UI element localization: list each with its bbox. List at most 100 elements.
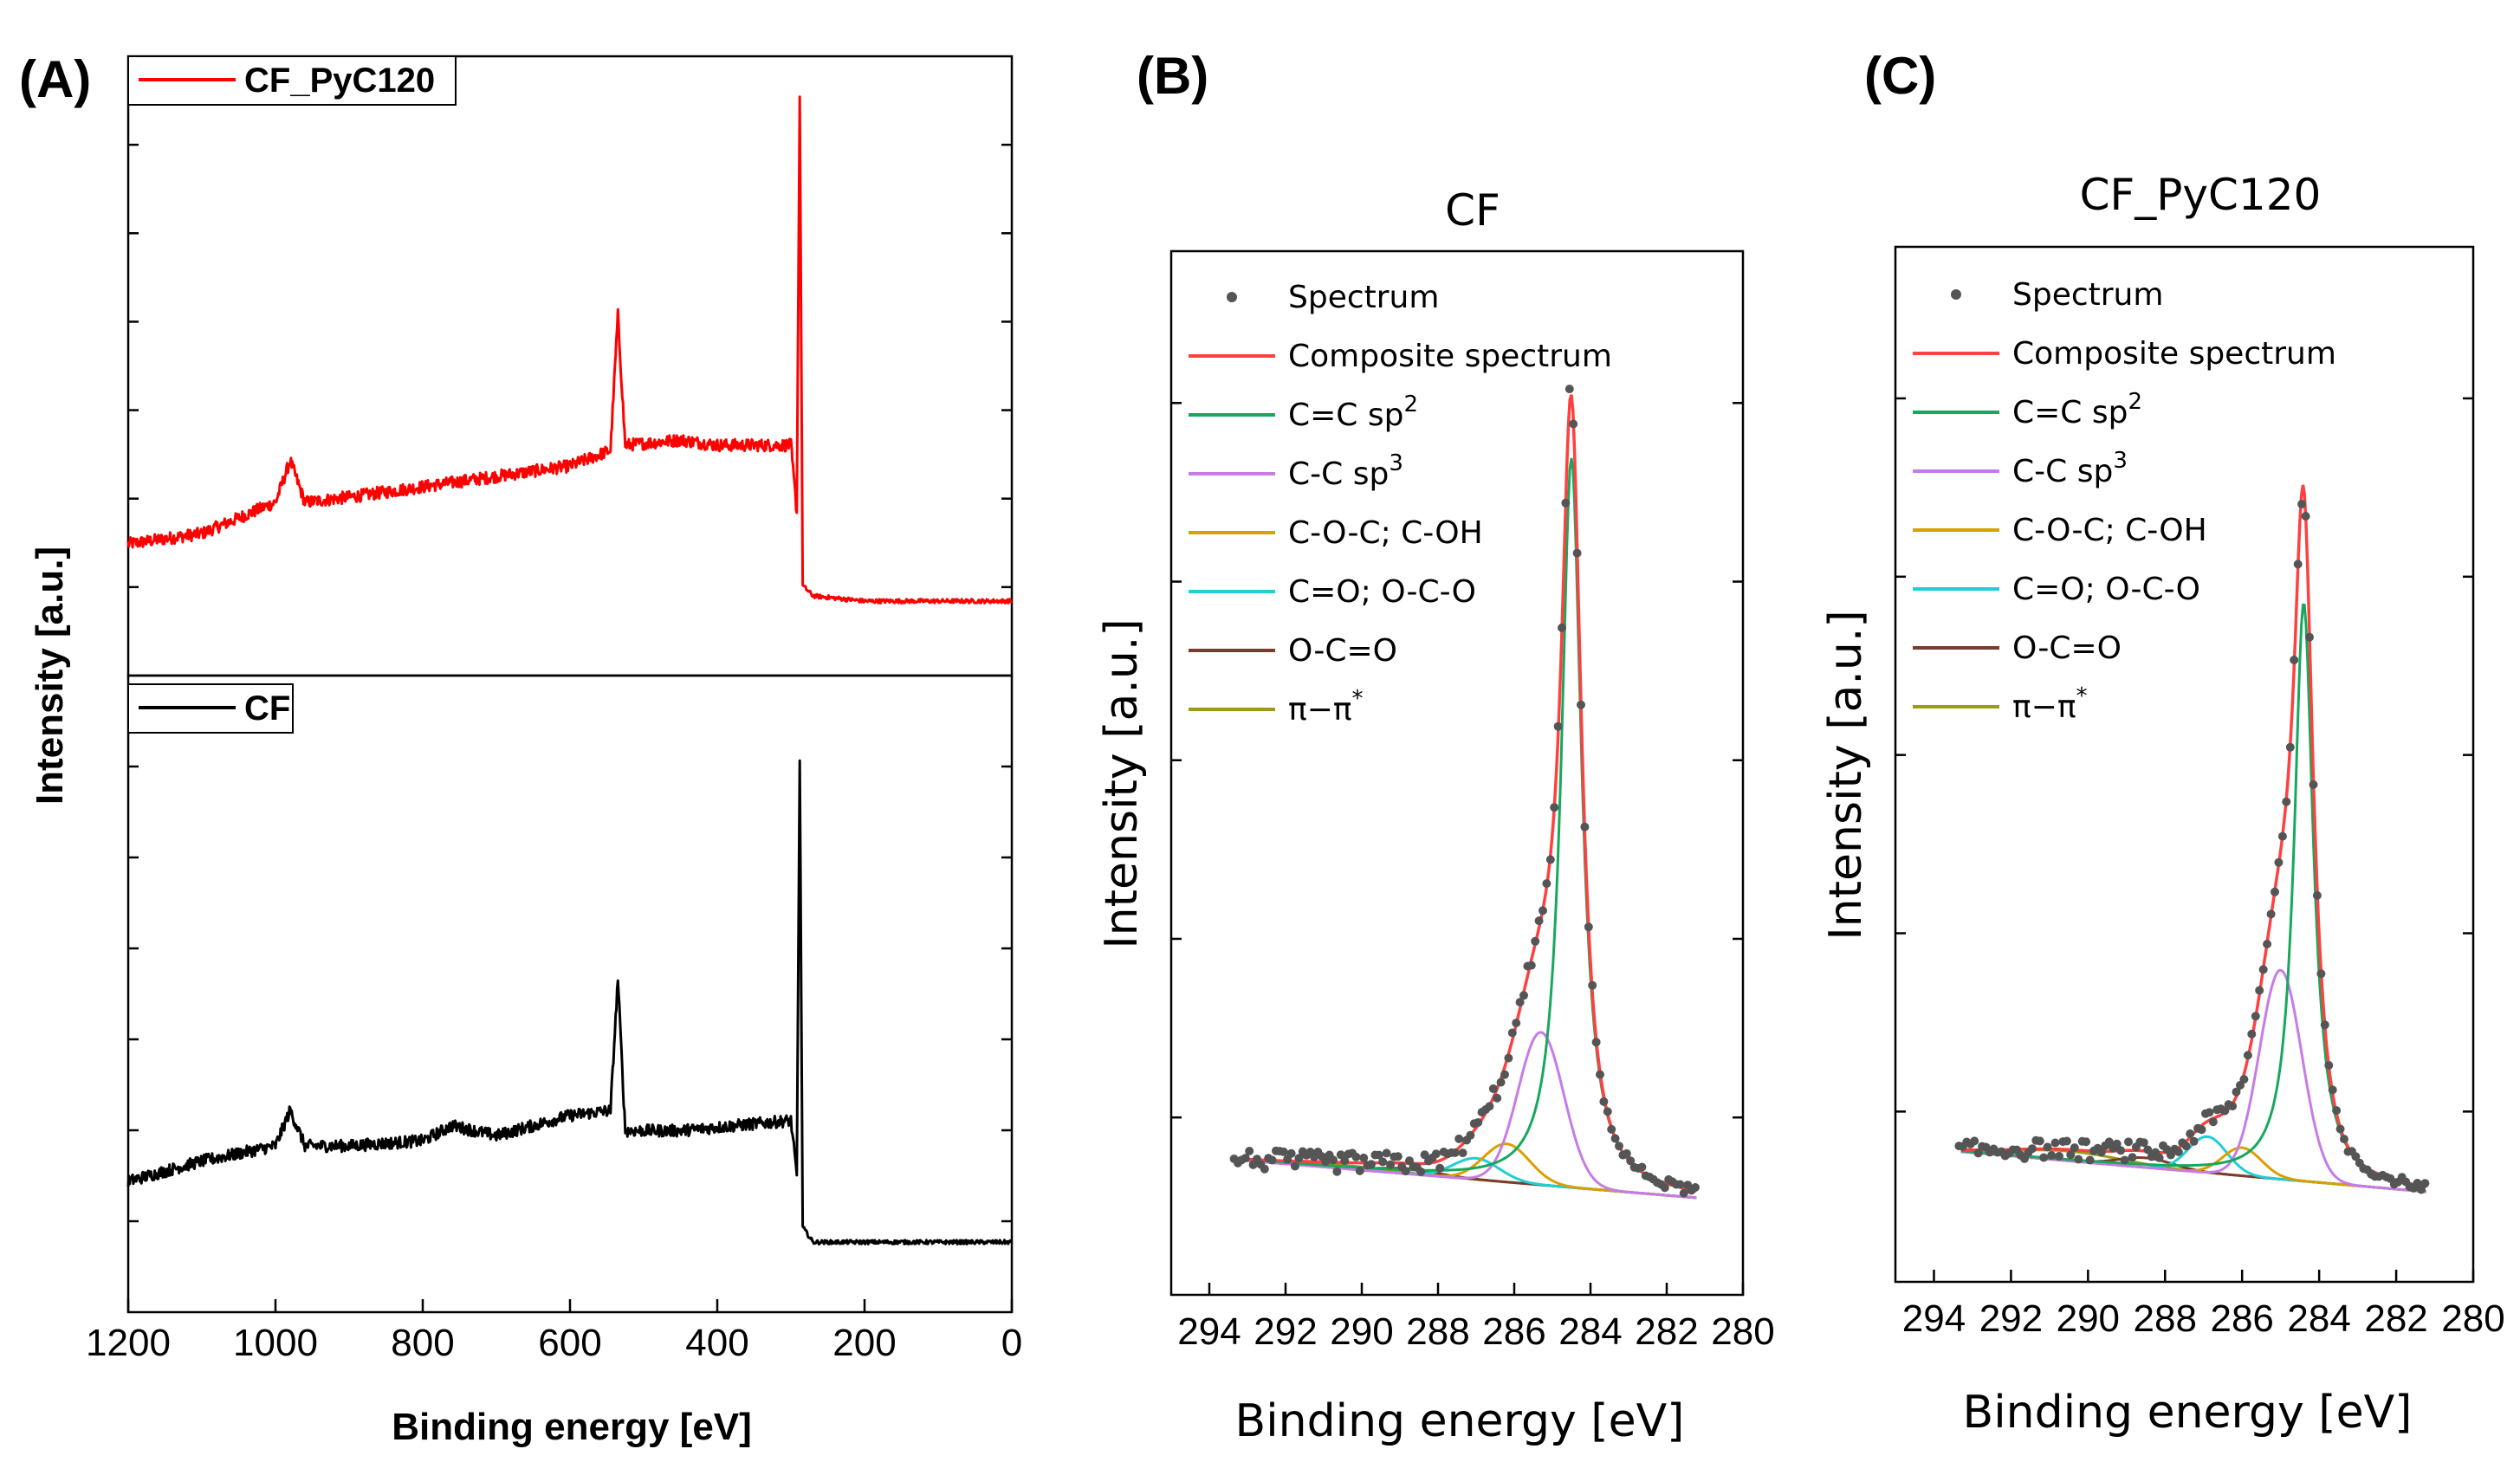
panel-b-spectrum-point-69: [1493, 1093, 1502, 1103]
panel-b-legend-label-7: π−π*: [1288, 686, 1364, 728]
panel-b-spectrum-point-13: [1279, 1147, 1288, 1156]
panel-a-x-tick-label-5: 200: [832, 1322, 896, 1364]
panel-label-a: (A): [19, 50, 91, 108]
panel-b-x-tick-label-5: 284: [1558, 1310, 1622, 1353]
panel-b-spectrum-point-3: [1241, 1154, 1250, 1163]
panel-b-spectrum-point-83: [1545, 855, 1555, 864]
panel-c-spectrum-point-94: [2316, 969, 2326, 979]
panel-b-spectrum-point-78: [1526, 961, 1536, 970]
panel-b-spectrum-point-99: [1607, 1124, 1616, 1134]
panel-b-legend-label-4: C-O-C; C-OH: [1288, 515, 1483, 551]
panel-a-x-tick-label-3: 600: [538, 1322, 601, 1364]
panel-c-spectrum-point-99: [2335, 1124, 2345, 1134]
panel-c-spectrum-point-100: [2340, 1135, 2348, 1144]
panel-b-spectrum-point-64: [1474, 1118, 1483, 1127]
panel-c-spectrum-point-33: [2082, 1137, 2091, 1147]
panel-c-spectrum-point-121: [2420, 1179, 2430, 1188]
panel-c-legend-item-composite-spectrum: Composite spectrum: [1913, 336, 2336, 372]
panel-b-x-tick-label-3: 288: [1406, 1310, 1469, 1353]
panel-b-spectrum-point-88: [1564, 385, 1574, 394]
panel-b-spectrum-point-16: [1291, 1161, 1299, 1171]
panel-b-spectrum-point-70: [1496, 1077, 1506, 1087]
panel-c-spectrum-point-74: [2239, 1075, 2249, 1084]
panel-b-composite-spectrum: [1235, 394, 1697, 1193]
panel-c-spectrum-point-83: [2274, 857, 2284, 867]
panel-b-legend: Spectrum Composite spectrum C=C sp2 C-C sp3…: [1189, 280, 1612, 728]
panel-c-spectrum-point-103: [2351, 1152, 2361, 1161]
panel-b-spectrum-point-59: [1454, 1134, 1464, 1143]
panel-b-spectrum-point-118: [1679, 1188, 1688, 1198]
panel-b-spectrum-point-73: [1507, 1028, 1517, 1038]
panel-c-spectrum-point-24: [2047, 1151, 2057, 1160]
panel-b-spectrum-point-95: [1591, 1038, 1601, 1047]
panel-c-spectrum-point-96: [2324, 1061, 2334, 1070]
panel-c-x-tick-label-3: 288: [2134, 1297, 2197, 1340]
panel-b-spectrum-point-45: [1401, 1167, 1410, 1176]
panel-c-spectrum-point-19: [2027, 1144, 2037, 1154]
panel-c-spectrum-point-21: [2035, 1136, 2044, 1146]
panel-c-legend-item-c-c-sp2: C=C sp2: [1913, 389, 2142, 430]
panel-a-x-tick-label-1: 1000: [233, 1322, 318, 1364]
panel-c-spectrum-point-23: [2043, 1142, 2052, 1152]
panel-b-spectrum-point-8: [1260, 1164, 1269, 1174]
panel-b-spectrum-point-98: [1603, 1107, 1612, 1116]
panel-a-ticks: 1200 1000 800 600 400 200 0: [86, 143, 1022, 1364]
panel-b-frame: [1169, 249, 1745, 1297]
panel-b-spectrum-point-100: [1610, 1134, 1620, 1143]
panel-c-x-tick-label-4: 286: [2210, 1297, 2273, 1340]
panel-b-component-c-c-sp2: [1235, 457, 1697, 1193]
panel-c-spectrum-point-69: [2220, 1106, 2230, 1116]
panel-b-spectrum-point-41: [1386, 1160, 1395, 1169]
legend-label-cf: CF: [244, 689, 290, 728]
panel-c-spectrum-point-37: [2096, 1148, 2106, 1157]
panel-c-spectrum-point-42: [2116, 1146, 2126, 1155]
panel-c-legend-label-7: π−π*: [2012, 683, 2088, 725]
panel-b-spectrum-point-60: [1458, 1148, 1467, 1158]
panel-c-legend-item-spectrum: Spectrum: [1951, 277, 2163, 313]
panel-c-spectrum-point-28: [2062, 1136, 2071, 1146]
panel-a-x-tick-label-4: 400: [685, 1322, 748, 1364]
panel-b-legend-item-c-o-c-c-oh: C-O-C; C-OH: [1189, 515, 1483, 551]
panel-c-x-tick-label-2: 290: [2057, 1297, 2120, 1340]
panel-a-traces: [126, 95, 1014, 1245]
panel-c-spectrum-point-4: [1970, 1136, 1979, 1146]
panel-b-spectrum-point-40: [1382, 1148, 1391, 1158]
panel-c-spectrum-point-25: [2050, 1138, 2060, 1148]
panel-c-spectrum-point-43: [2120, 1155, 2129, 1165]
panel-c-spectrum-point-89: [2297, 500, 2307, 508]
panel-c-spectrum-point-88: [2293, 560, 2303, 569]
panel-c-spectrum-point-22: [2039, 1153, 2049, 1162]
panel-b-spectrum-point-29: [1340, 1156, 1350, 1166]
panel-a-bottom-frame: [126, 674, 1014, 1314]
panel-b-legend-label-3: C-C sp3: [1288, 450, 1403, 492]
panel-c-legend-label-0: Spectrum: [2012, 277, 2163, 313]
panel-b-spectrum-point-90: [1572, 548, 1582, 558]
panel-c-spectrum-point-49: [2143, 1145, 2153, 1155]
panel-b-spectrum-points: [1229, 385, 1700, 1198]
panel-c-spectrum-point-93: [2312, 890, 2322, 900]
panel-b-spectrum-point-24: [1321, 1157, 1331, 1167]
panel-b-spectrum-point-15: [1286, 1148, 1296, 1158]
panel-b-spectrum-point-94: [1588, 980, 1597, 990]
panel-b-spectrum-point-82: [1542, 879, 1552, 889]
panel-c-spectrum-point-90: [2301, 512, 2310, 521]
panel-b-legend-marker-0: [1227, 292, 1237, 302]
panel-label-c: (C): [1864, 47, 1936, 105]
panel-c-spectrum-point-82: [2271, 887, 2279, 896]
panel-c-legend-item-c-c-sp3: C-C sp3: [1913, 448, 2128, 489]
panel-a-x-tick-label-2: 800: [391, 1322, 454, 1364]
panel-c-legend-item-: π−π*: [1913, 683, 2088, 725]
panel-label-b: (B): [1137, 47, 1208, 105]
panel-b-spectrum-point-33: [1355, 1166, 1364, 1175]
panel-c-legend-label-6: O-C=O: [2012, 631, 2122, 666]
panel-b-spectrum-point-103: [1622, 1148, 1631, 1158]
panel-b-spectrum-point-76: [1519, 991, 1528, 1000]
panel-b-x-tick-label-1: 292: [1254, 1310, 1317, 1353]
panel-c-ticks: 294 292 290 288 286 284 282 280: [1895, 397, 2505, 1340]
panel-c-spectrum-point-60: [2186, 1129, 2195, 1138]
panel-b-spectrum-point-97: [1599, 1096, 1609, 1106]
panel-c-spectrum-point-98: [2332, 1106, 2342, 1116]
panel-c-frame: [1894, 245, 2475, 1284]
panel-c-legend-item-c-o-o-c-o: C=O; O-C-O: [1913, 572, 2200, 607]
panel-c-spectrum-point-81: [2266, 909, 2276, 919]
